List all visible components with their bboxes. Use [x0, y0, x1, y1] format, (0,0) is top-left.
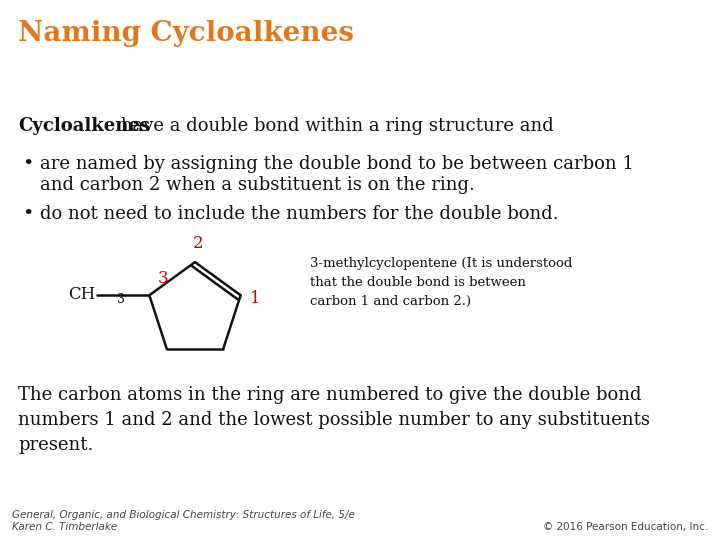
Text: 1: 1 — [250, 290, 260, 307]
Text: 3-methylcyclopentene (It is understood
that the double bond is between
carbon 1 : 3-methylcyclopentene (It is understood t… — [310, 257, 572, 308]
Text: 2: 2 — [193, 235, 203, 252]
Text: 3: 3 — [117, 293, 125, 306]
Text: •: • — [22, 205, 33, 223]
Text: Naming Cycloalkenes: Naming Cycloalkenes — [18, 19, 354, 46]
Text: General, Organic, and Biological Chemistry: Structures of Life, 5/e
Karen C. Tim: General, Organic, and Biological Chemist… — [12, 510, 355, 532]
Text: have a double bond within a ring structure and: have a double bond within a ring structu… — [115, 117, 554, 135]
Text: do not need to include the numbers for the double bond.: do not need to include the numbers for t… — [40, 205, 559, 223]
Text: and carbon 2 when a substituent is on the ring.: and carbon 2 when a substituent is on th… — [40, 176, 475, 194]
Text: •: • — [22, 155, 33, 173]
Text: The carbon atoms in the ring are numbered to give the double bond
numbers 1 and : The carbon atoms in the ring are numbere… — [18, 386, 650, 454]
Text: 3: 3 — [158, 270, 168, 287]
Text: Cycloalkenes: Cycloalkenes — [18, 117, 150, 135]
Text: CH: CH — [68, 286, 95, 303]
Text: are named by assigning the double bond to be between carbon 1: are named by assigning the double bond t… — [40, 155, 634, 173]
Text: © 2016 Pearson Education, Inc.: © 2016 Pearson Education, Inc. — [543, 522, 708, 532]
